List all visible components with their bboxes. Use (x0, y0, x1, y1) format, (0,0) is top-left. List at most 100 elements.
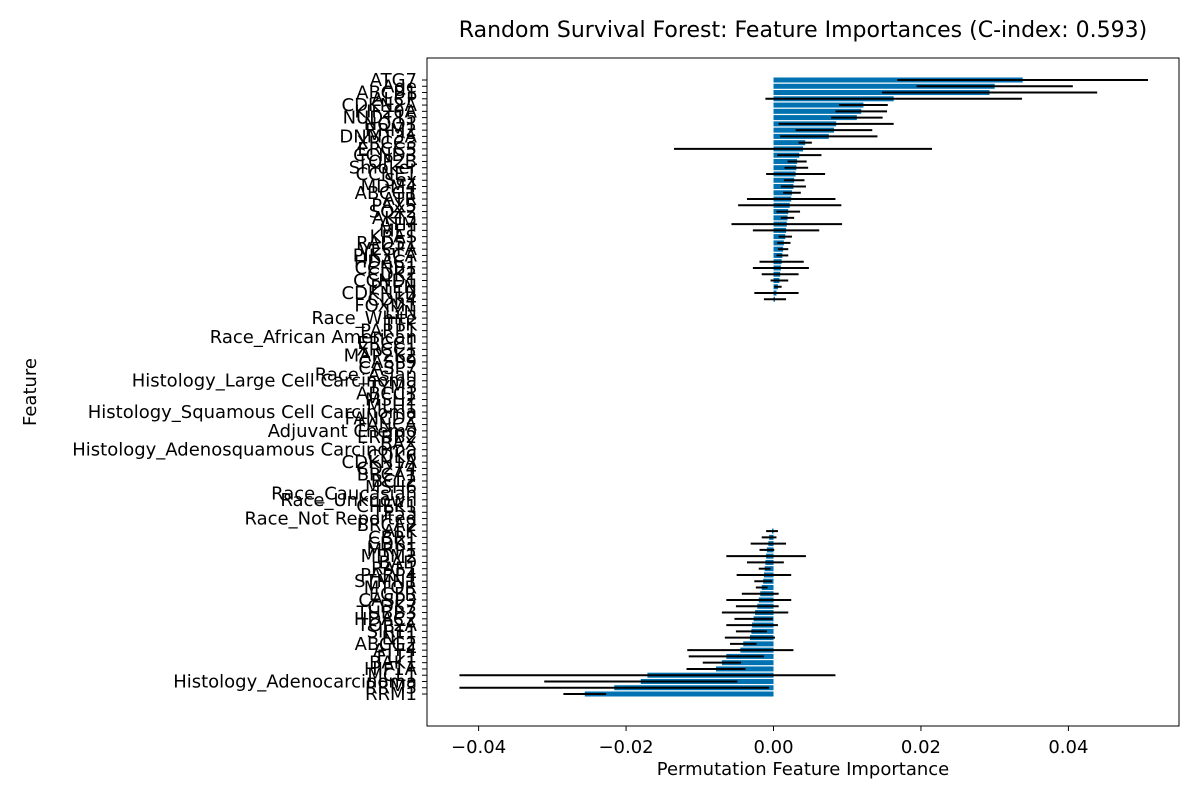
feature-label-alk: ALK (383, 521, 418, 542)
feature-label-histology-adenocarcinoma: Histology_Adenocarcinoma (173, 671, 417, 692)
feature-label-nf1: NF1 (382, 628, 417, 649)
feature-label-foxm1: FOXM1 (354, 296, 417, 317)
error-bars-group (459, 79, 1149, 695)
feature-label-adjuvant-chemo: Adjuvant Chemo (268, 421, 417, 442)
feature-label-bax: BAX (380, 433, 417, 454)
feature-label-casp7: CASP7 (358, 358, 417, 379)
feature-label-hif1a: HIF1A (364, 659, 418, 680)
feature-label-chek1: CHEK1 (356, 496, 417, 517)
feature-label-brca1: BRCA1 (357, 465, 417, 486)
bar-kif20a (773, 108, 862, 114)
feature-label-race-white: Race_White (312, 308, 417, 329)
feature-label-parp1: PARP1 (360, 321, 417, 342)
feature-label-parp4: PARP4 (360, 565, 417, 586)
feature-label-kras: KRAS (370, 227, 417, 248)
feature-label-nudt15: NUDT15 (343, 108, 417, 129)
feature-label-cdk6: CDK6 (367, 446, 417, 467)
feature-label-atf4: ATF4 (373, 640, 417, 661)
feature-label-sirt1: SIRT1 (367, 621, 417, 642)
feature-label-race-not-reported: Race_Not Reported (244, 509, 417, 530)
feature-label-rrm3: RRM3 (365, 678, 417, 699)
feature-label-cbr1: CBR1 (368, 527, 417, 548)
feature-label-mtor: MTOR (364, 577, 417, 598)
feature-label-mlh1: MLH1 (366, 396, 417, 417)
bar-nudt15 (773, 115, 857, 121)
feature-label-flt1: FLT1 (377, 646, 417, 667)
feature-label-hdac1: HDAC1 (354, 252, 417, 273)
feature-label-msh6: MSH6 (365, 477, 417, 498)
feature-label-abcg2: ABCG2 (355, 634, 417, 655)
feature-label-smoker: Smoker (349, 158, 418, 179)
feature-label-sox2: SOX2 (369, 202, 417, 223)
x-tick-label: −0.04 (451, 737, 506, 758)
x-tick-label: −0.02 (598, 737, 653, 758)
bars-group (584, 77, 1023, 697)
feature-label-msh2: MSH2 (365, 390, 417, 411)
feature-label-cd274: CD274 (356, 458, 417, 479)
x-ticks-group: −0.04 −0.02 0.00 0.02 0.04 (451, 726, 1088, 758)
feature-label-mdm4: MDM4 (361, 177, 417, 198)
feature-label-ccne1: CCNE1 (356, 164, 417, 185)
feature-label-sex: Sex (384, 170, 417, 191)
feature-label-dnmt3a: DNMT3A (339, 126, 417, 147)
feature-label-cdk4: CDK4 (367, 289, 417, 310)
feature-label-rrm1: RRM1 (365, 684, 417, 705)
feature-label-pten: PTEN (370, 277, 417, 298)
feature-label-race-unknown: Race_Unknown (280, 490, 417, 511)
feature-label-alcp: ALCP (371, 89, 417, 110)
feature-label-rad51: RAD51 (356, 233, 417, 254)
feature-label-bad: BAD (378, 552, 417, 573)
chart-title: Random Survival Forest: Feature Importan… (459, 18, 1147, 43)
x-axis-label: Permutation Feature Importance (657, 759, 950, 780)
feature-label-hdac2: HDAC2 (354, 609, 417, 630)
feature-label-top2b: TOP2B (356, 151, 417, 172)
feature-label-stmn1: STMN1 (354, 571, 417, 592)
feature-label-histology-squamous-cell-carcinoma: Histology_Squamous Cell Carcinoma (88, 402, 417, 423)
feature-label-mcl1: MCL1 (367, 665, 417, 686)
feature-label-ercc1: ERCC1 (357, 333, 417, 354)
feature-label-atg7: ATG7 (370, 70, 417, 91)
plot-frame (426, 57, 1180, 727)
feature-label-cdkn1b: CDKN1B (342, 283, 418, 304)
feature-label-casp3: CASP3 (358, 590, 417, 611)
feature-label-fanca: FANCA (358, 415, 418, 436)
feature-label-casp9: CASP9 (358, 352, 417, 373)
feature-label-abcb1: ABCB1 (356, 83, 417, 104)
feature-label-rrm2: RRM2 (365, 120, 417, 141)
feature-label-histology-large-cell-carcinoma: Histology_Large Cell Carcinoma (132, 371, 417, 392)
feature-label-race-asian: Race_Asian (315, 364, 417, 385)
bar-cdkn2a (773, 102, 864, 108)
feature-label-mrp1: MRP1 (367, 540, 417, 561)
feature-label-egfr: EGFR (369, 584, 417, 605)
x-tick-label: 0.02 (901, 737, 941, 758)
feature-label-cdkn1a: CDKN1A (342, 452, 418, 473)
feature-label-cdk7: CDK7 (367, 596, 417, 617)
feature-label-ercc5: ERCC5 (357, 139, 417, 160)
feature-label-ccnd3: CCND3 (353, 145, 417, 166)
y-axis-label: Feature (20, 358, 41, 426)
feature-label-atm: ATM (380, 214, 417, 235)
feature-label-xrcc3: XRCC3 (356, 133, 417, 154)
feature-label-abcc1: ABCC1 (356, 383, 417, 404)
feature-label-cdkn2a: CDKN2A (342, 95, 418, 116)
feature-label-top2a: TOP2A (356, 615, 417, 636)
feature-label-age: Age (382, 76, 417, 97)
x-tick-label: 0.00 (753, 737, 793, 758)
feature-label-kif20a: KIF20A (354, 101, 417, 122)
bar-top2b (773, 158, 798, 164)
feature-labels-group: ATG7AgeABCB1ALCPCDKN2AKIF20ANUDT15NQO1RR… (72, 70, 427, 705)
feature-label-fancd2: FANCD2 (345, 408, 417, 429)
bar-akt3 (773, 215, 788, 221)
feature-label-atr: ATR (383, 189, 417, 210)
bar-bak1 (721, 660, 774, 666)
feature-label-ttk: TTK (383, 314, 419, 335)
feature-label-met: MET (379, 220, 418, 241)
feature-label-ccnd1: CCND1 (353, 270, 417, 291)
feature-label-race-african-american: Race_African American (210, 327, 417, 348)
bar-abcg2 (743, 641, 774, 647)
feature-label-tyms: TYMS (367, 377, 417, 398)
bar-xrcc3 (773, 140, 806, 146)
feature-label-mdm2: MDM2 (361, 546, 417, 567)
